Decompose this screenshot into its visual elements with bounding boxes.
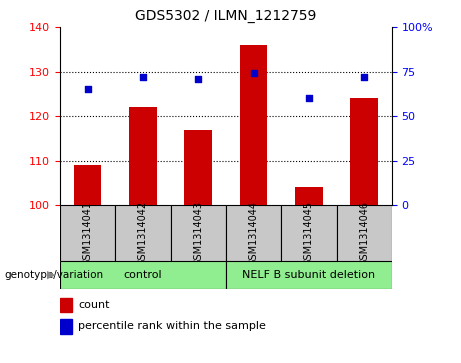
Text: GSM1314041: GSM1314041 xyxy=(83,201,93,266)
Text: ▶: ▶ xyxy=(47,270,55,280)
Text: NELF B subunit deletion: NELF B subunit deletion xyxy=(242,270,375,280)
Point xyxy=(250,70,257,76)
Point xyxy=(195,76,202,82)
Text: GSM1314044: GSM1314044 xyxy=(248,201,259,266)
Point xyxy=(305,95,313,101)
Bar xyxy=(74,165,101,205)
Bar xyxy=(60,319,71,334)
Bar xyxy=(226,261,392,289)
Bar xyxy=(60,205,115,261)
Point xyxy=(361,74,368,80)
Text: GSM1314046: GSM1314046 xyxy=(359,201,369,266)
Text: GSM1314045: GSM1314045 xyxy=(304,201,314,266)
Text: control: control xyxy=(124,270,162,280)
Bar xyxy=(129,107,157,205)
Bar xyxy=(350,98,378,205)
Bar xyxy=(240,45,267,205)
Bar xyxy=(184,130,212,205)
Bar xyxy=(226,205,281,261)
Text: GSM1314042: GSM1314042 xyxy=(138,201,148,266)
Bar xyxy=(295,187,323,205)
Text: count: count xyxy=(78,299,110,310)
Text: genotype/variation: genotype/variation xyxy=(5,270,104,280)
Text: percentile rank within the sample: percentile rank within the sample xyxy=(78,321,266,331)
Bar xyxy=(60,261,226,289)
Bar xyxy=(171,205,226,261)
Bar xyxy=(115,205,171,261)
Point xyxy=(84,86,91,92)
Point xyxy=(139,74,147,80)
Bar xyxy=(281,205,337,261)
Bar xyxy=(337,205,392,261)
Bar xyxy=(60,298,71,312)
Title: GDS5302 / ILMN_1212759: GDS5302 / ILMN_1212759 xyxy=(135,9,317,24)
Text: GSM1314043: GSM1314043 xyxy=(193,201,203,266)
